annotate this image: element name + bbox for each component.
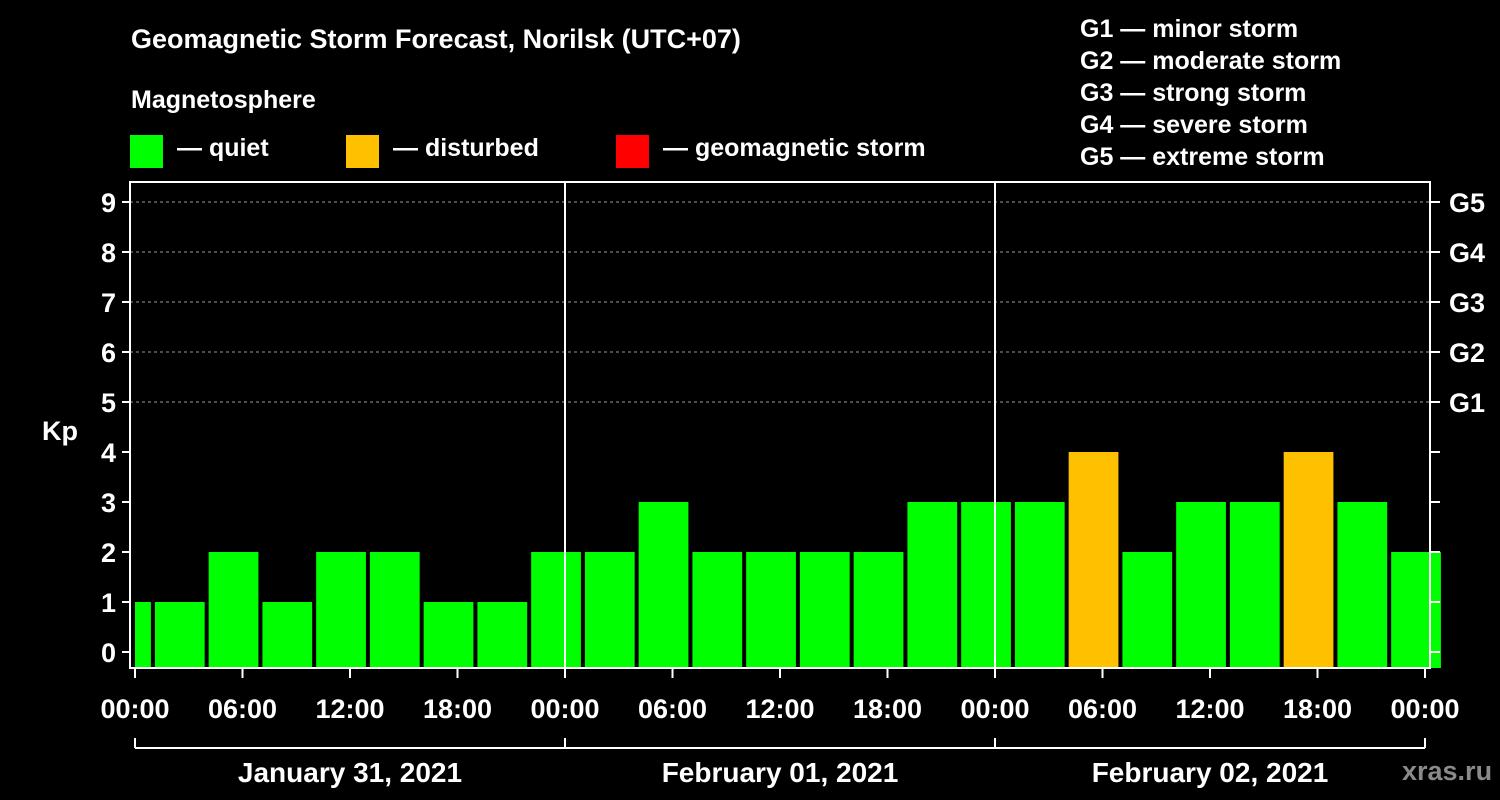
y-tick-label: 7 bbox=[101, 288, 116, 318]
legend-heading: Magnetosphere bbox=[131, 86, 316, 114]
kp-bar bbox=[1229, 502, 1280, 668]
x-tick-label: 12:00 bbox=[315, 694, 384, 724]
y-tick-label: 0 bbox=[101, 638, 116, 668]
legend-label-disturbed: — disturbed bbox=[393, 134, 539, 162]
y-tick-label: 3 bbox=[101, 488, 116, 518]
y-tick-label: 8 bbox=[101, 238, 116, 268]
x-tick-label: 06:00 bbox=[1068, 694, 1137, 724]
y-tick-label: 6 bbox=[101, 338, 116, 368]
kp-bar bbox=[638, 502, 689, 668]
legend-label-storm: — geomagnetic storm bbox=[663, 134, 926, 162]
storm-scale-g1: G1 — minor storm bbox=[1080, 15, 1299, 43]
kp-bar bbox=[692, 552, 743, 668]
watermark: xras.ru bbox=[1402, 756, 1493, 786]
chart-title: Geomagnetic Storm Forecast, Norilsk (UTC… bbox=[131, 24, 741, 54]
storm-scale-g3: G3 — strong storm bbox=[1080, 79, 1307, 107]
kp-bar bbox=[853, 552, 904, 668]
kp-bar bbox=[154, 602, 205, 668]
x-tick-label: 18:00 bbox=[423, 694, 492, 724]
x-tick-label: 00:00 bbox=[960, 694, 1029, 724]
g-scale-tick-label: G3 bbox=[1449, 288, 1485, 318]
kp-bar bbox=[1014, 502, 1065, 668]
x-tick-label: 18:00 bbox=[853, 694, 922, 724]
storm-scale-g5: G5 — extreme storm bbox=[1080, 143, 1325, 171]
date-label: January 31, 2021 bbox=[238, 757, 462, 788]
y-tick-label: 9 bbox=[101, 188, 116, 218]
y-tick-label: 2 bbox=[101, 538, 116, 568]
kp-bar bbox=[907, 502, 958, 668]
kp-bar bbox=[316, 552, 366, 668]
y-axis-label: Kp bbox=[42, 416, 78, 446]
x-tick-label: 00:00 bbox=[100, 694, 169, 724]
legend-swatch-disturbed bbox=[346, 135, 379, 168]
y-tick-label: 5 bbox=[101, 388, 116, 418]
legend-swatch-quiet bbox=[130, 135, 163, 168]
kp-bar bbox=[1068, 452, 1119, 668]
kp-bar bbox=[135, 602, 151, 668]
y-tick-label: 1 bbox=[101, 588, 116, 618]
x-tick-label: 00:00 bbox=[530, 694, 599, 724]
kp-bar bbox=[799, 552, 850, 668]
storm-scale-g4: G4 — severe storm bbox=[1080, 111, 1308, 139]
x-tick-label: 12:00 bbox=[1175, 694, 1244, 724]
kp-bar bbox=[1283, 452, 1334, 668]
date-label: February 01, 2021 bbox=[662, 757, 899, 788]
kp-bar bbox=[262, 602, 313, 668]
kp-bar bbox=[477, 602, 528, 668]
x-tick-label: 12:00 bbox=[745, 694, 814, 724]
date-label: February 02, 2021 bbox=[1092, 757, 1329, 788]
kp-bar bbox=[1337, 502, 1388, 668]
g-scale-tick-label: G5 bbox=[1449, 188, 1485, 218]
x-tick-label: 18:00 bbox=[1283, 694, 1352, 724]
g-scale-tick-label: G4 bbox=[1449, 238, 1485, 268]
legend-label-quiet: — quiet bbox=[177, 134, 269, 162]
kp-bar bbox=[423, 602, 474, 668]
kp-bar bbox=[584, 552, 635, 668]
kp-bar bbox=[961, 502, 1011, 668]
kp-bar bbox=[1391, 552, 1441, 668]
kp-bar bbox=[1176, 502, 1226, 668]
g-scale-tick-label: G2 bbox=[1449, 338, 1485, 368]
kp-bar bbox=[1122, 552, 1173, 668]
x-tick-label: 00:00 bbox=[1390, 694, 1459, 724]
y-tick-label: 4 bbox=[101, 438, 116, 468]
kp-bar bbox=[369, 552, 420, 668]
kp-bar bbox=[531, 552, 581, 668]
x-tick-label: 06:00 bbox=[638, 694, 707, 724]
x-tick-label: 06:00 bbox=[208, 694, 277, 724]
legend-swatch-storm bbox=[616, 135, 649, 168]
g-scale-tick-label: G1 bbox=[1449, 388, 1485, 418]
kp-bar bbox=[746, 552, 796, 668]
storm-scale-g2: G2 — moderate storm bbox=[1080, 47, 1342, 75]
kp-bar bbox=[208, 552, 259, 668]
